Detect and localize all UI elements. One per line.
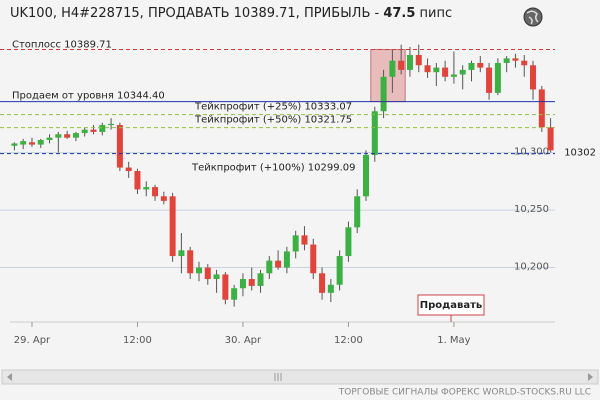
candle-body <box>125 167 132 172</box>
candle-body <box>547 127 554 151</box>
candle-body <box>398 60 405 70</box>
candle-body <box>222 274 229 300</box>
position-zone <box>370 49 406 103</box>
candle-body <box>46 137 53 140</box>
candle-body <box>231 288 238 300</box>
x-tick-label: 12:00 <box>123 335 152 346</box>
level-label: Стоплосс 10389.71 <box>12 40 112 51</box>
level-label: Продаем от уровня 10344.40 <box>12 91 165 102</box>
candle-body <box>459 69 466 75</box>
candle-body <box>450 74 457 77</box>
candle-body <box>319 273 326 293</box>
candle-body <box>37 139 44 145</box>
candle-body <box>187 250 194 274</box>
candle-body <box>283 251 290 268</box>
candle-body <box>468 62 475 70</box>
candle-body <box>204 267 211 280</box>
candle-body <box>55 134 62 138</box>
candle-body <box>72 133 79 138</box>
candle-body <box>530 65 537 90</box>
level-label: Тейкпрофит (+25%) 10333.07 <box>194 102 352 113</box>
candle-body <box>363 154 370 197</box>
candle-body <box>415 54 422 66</box>
candle-body <box>538 89 545 128</box>
candle-body <box>160 196 167 201</box>
candle-body <box>178 250 185 257</box>
candle-body <box>477 62 484 68</box>
candle-body <box>292 235 299 252</box>
sell-button[interactable] <box>417 294 485 316</box>
candle-body <box>257 273 264 286</box>
candle-body <box>64 134 71 138</box>
candle-body <box>336 256 343 285</box>
candle-body <box>248 279 255 286</box>
profit-unit: пипс <box>420 6 453 21</box>
x-tick-label: 30. Apr <box>225 335 262 346</box>
candle-body <box>266 260 273 274</box>
candle-body <box>28 142 35 145</box>
candle-body <box>143 187 150 190</box>
header: UK100, H4#228715, ПРОДАВАТЬ 10389.71, ПР… <box>10 6 452 21</box>
candle-body <box>81 129 88 134</box>
candle-body <box>371 111 378 155</box>
x-tick-label: 29. Apr <box>14 335 51 346</box>
globe-icon <box>523 7 543 27</box>
candle-body <box>152 187 159 197</box>
candle-body <box>433 67 440 73</box>
last-price: 10302 <box>564 147 596 158</box>
candle-body <box>354 196 361 228</box>
candle-body <box>424 65 431 73</box>
candle-body <box>239 279 246 289</box>
x-tick-label: 1. May <box>437 335 470 346</box>
y-tick-label: 10,250 <box>514 204 549 215</box>
candle-body <box>512 58 519 61</box>
profit: 47.5 <box>383 6 415 21</box>
candle-body <box>169 196 176 257</box>
y-tick-label: 10,200 <box>514 262 549 273</box>
candle-body <box>90 129 97 132</box>
candle-body <box>310 244 317 274</box>
x-tick-label: 12:00 <box>334 335 363 346</box>
candle-body <box>389 60 396 77</box>
chart-title: UK100, H4#228715, ПРОДАВАТЬ 10389.71, ПР… <box>10 6 379 21</box>
candle-body <box>486 67 493 93</box>
candle-body <box>11 143 18 146</box>
candle-body <box>521 60 528 66</box>
candle-body <box>99 125 106 132</box>
candle-body <box>301 235 308 245</box>
scrollbar <box>1 369 599 385</box>
candle-body <box>442 67 449 77</box>
level-label: Тейкпрофит (+50%) 10321.75 <box>194 115 352 126</box>
candle-body <box>494 62 501 93</box>
candle-body <box>108 123 115 126</box>
candle-body <box>195 267 202 274</box>
candle-body <box>503 58 510 63</box>
y-tick-label: 10,300 <box>514 147 549 158</box>
level-label: Тейкпрофит (+100%) 10299.09 <box>191 163 356 174</box>
candle-body <box>134 171 141 190</box>
candle-body <box>380 76 387 112</box>
candle-body <box>327 284 334 293</box>
candle-body <box>116 125 123 168</box>
candle-body <box>20 141 27 145</box>
candle-body <box>406 54 413 70</box>
candle-body <box>275 260 282 268</box>
footer: ТОРГОВЫЕ СИГНАЛЫ ФОРЕКС WORLD-STOCKS.RU … <box>338 388 591 398</box>
sell-button-label: Продавать <box>420 300 482 311</box>
candle-body <box>213 274 220 280</box>
candle-body <box>345 227 352 257</box>
